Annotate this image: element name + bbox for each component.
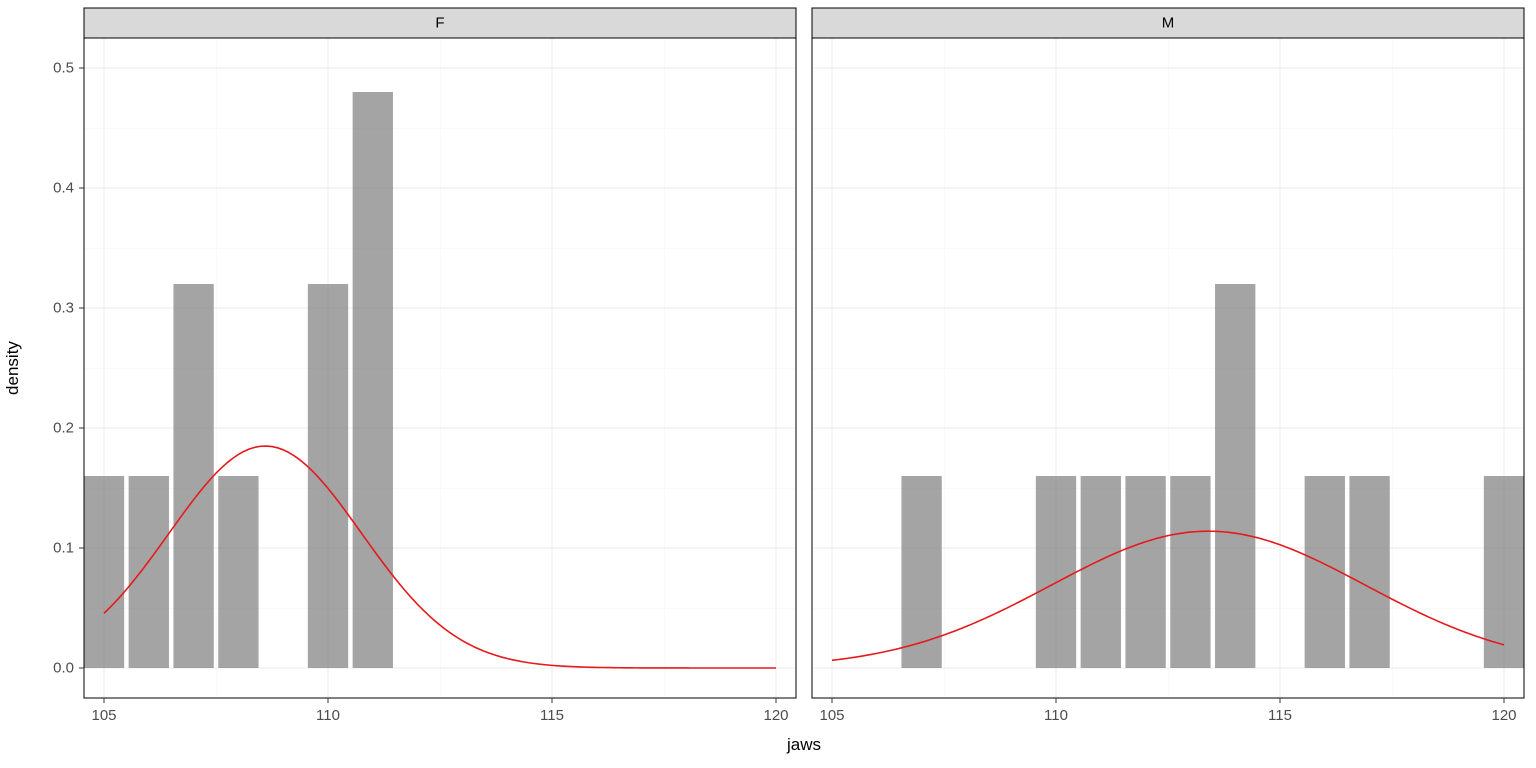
histogram-bar — [1349, 476, 1389, 668]
histogram-bar — [218, 476, 258, 668]
histogram-bar — [901, 476, 941, 668]
histogram-bar — [1125, 476, 1165, 668]
facet-label: F — [435, 15, 444, 32]
x-tick-label: 105 — [819, 707, 844, 724]
x-tick-label: 115 — [540, 707, 564, 724]
y-tick-label: 0.4 — [53, 180, 74, 197]
y-tick-label: 0.5 — [53, 60, 74, 77]
histogram-bar — [1215, 284, 1255, 668]
y-tick-label: 0.1 — [53, 540, 74, 557]
histogram-bar — [173, 284, 213, 668]
histogram-bar — [1484, 476, 1524, 668]
faceted-histogram-chart: density F 105 110 115 120 0.0 0.1 0.2 0.3 0.4 0.5 M 1… — [0, 0, 1536, 768]
y-tick-label: 0.2 — [53, 420, 74, 437]
x-tick-label: 110 — [316, 707, 340, 724]
x-tick-label: 120 — [763, 707, 788, 724]
x-tick-label: 115 — [1268, 707, 1292, 724]
histogram-bar — [1036, 476, 1076, 668]
x-tick-label: 105 — [91, 707, 116, 724]
y-tick-label: 0.3 — [53, 300, 74, 317]
x-tick-label: 110 — [1044, 707, 1068, 724]
histogram-bar — [308, 284, 348, 668]
facet-label: M — [1162, 15, 1175, 32]
histogram-bar — [1081, 476, 1121, 668]
histogram-bar — [84, 476, 124, 668]
histogram-bar — [129, 476, 169, 668]
histogram-bar — [1170, 476, 1210, 668]
y-axis-title: density — [3, 341, 22, 395]
y-tick-label: 0.0 — [53, 660, 74, 677]
histogram-bar — [353, 92, 393, 668]
x-axis-title: jaws — [786, 735, 821, 754]
x-tick-label: 120 — [1491, 707, 1516, 724]
